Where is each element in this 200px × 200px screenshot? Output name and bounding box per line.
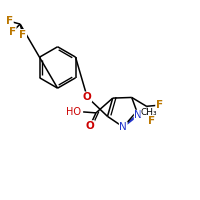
Text: F: F xyxy=(156,100,163,110)
Text: F: F xyxy=(19,30,26,40)
Text: F: F xyxy=(9,27,16,37)
Text: F: F xyxy=(148,116,155,126)
Text: N: N xyxy=(119,122,127,132)
Text: N: N xyxy=(134,110,142,120)
Text: F: F xyxy=(6,16,13,26)
Text: O: O xyxy=(86,121,94,131)
Text: CH₃: CH₃ xyxy=(141,108,158,117)
Text: HO: HO xyxy=(66,107,81,117)
Text: O: O xyxy=(83,92,92,102)
